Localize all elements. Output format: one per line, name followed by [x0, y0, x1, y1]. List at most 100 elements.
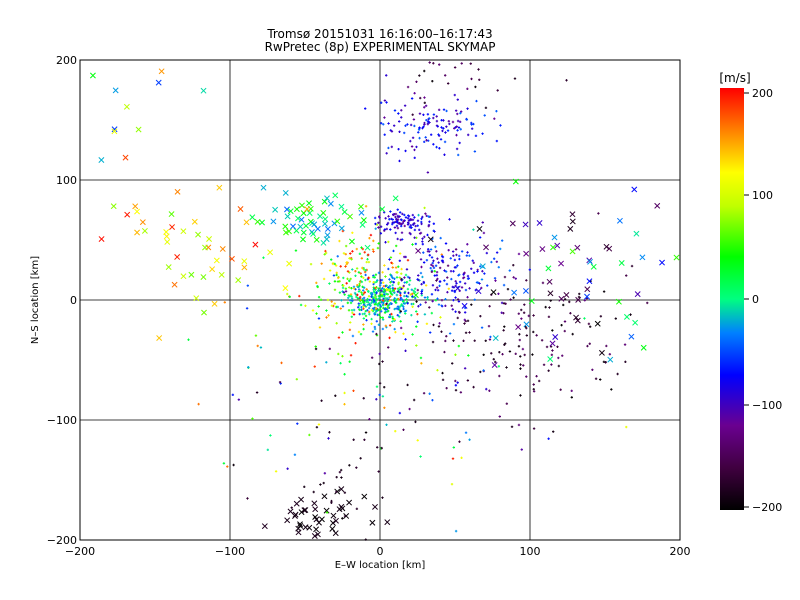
- scatter-point: [321, 493, 328, 500]
- scatter-point: [403, 131, 406, 135]
- y-tick-label: −200: [47, 534, 77, 547]
- scatter-point: [470, 127, 474, 130]
- scatter-point: [274, 470, 278, 473]
- scatter-point: [474, 85, 477, 89]
- scatter-point: [287, 208, 294, 215]
- scatter-point: [422, 261, 426, 264]
- scatter-point: [302, 524, 309, 531]
- scatter-point: [335, 475, 338, 479]
- scatter-point: [383, 307, 387, 311]
- scatter-point: [352, 389, 355, 392]
- scatter-point: [377, 308, 380, 312]
- scatter-point: [540, 339, 544, 342]
- scatter-point: [452, 339, 455, 342]
- scatter-point: [442, 108, 446, 111]
- scatter-point: [397, 112, 400, 115]
- scatter-point: [314, 531, 321, 538]
- x-tick-label: 0: [377, 545, 384, 558]
- scatter-point: [374, 286, 377, 290]
- scatter-point: [463, 322, 466, 325]
- scatter-point: [219, 246, 226, 252]
- scatter-point: [306, 200, 312, 207]
- scatter-point: [456, 298, 460, 301]
- scatter-point: [458, 257, 461, 261]
- scatter-point: [462, 273, 465, 276]
- scatter-point: [324, 226, 331, 232]
- scatter-point: [306, 210, 313, 217]
- scatter-point: [134, 229, 141, 236]
- scatter-point: [586, 344, 589, 348]
- scatter-point: [313, 236, 320, 243]
- scatter-point: [569, 218, 576, 225]
- scatter-point: [428, 392, 431, 395]
- scatter-point: [588, 342, 591, 345]
- scatter-point: [483, 244, 489, 251]
- scatter-point: [388, 218, 391, 221]
- scatter-point: [374, 273, 378, 276]
- scatter-point: [391, 320, 394, 323]
- scatter-point: [411, 243, 414, 246]
- scatter-point: [303, 485, 306, 489]
- scatter-point: [517, 252, 521, 256]
- scatter-point: [295, 215, 301, 222]
- scatter-point: [490, 289, 497, 296]
- scatter-point: [467, 354, 470, 357]
- scatter-point: [454, 310, 457, 313]
- scatter-point: [351, 250, 354, 253]
- scatter-point: [451, 362, 454, 365]
- scatter-point: [363, 438, 366, 441]
- scatter-point: [403, 281, 406, 284]
- scatter-point: [590, 263, 597, 270]
- scatter-point: [381, 395, 385, 398]
- scatter-point: [415, 325, 418, 328]
- scatter-point: [327, 437, 330, 440]
- scatter-point: [392, 281, 395, 284]
- scatter-point: [367, 306, 371, 310]
- scatter-point: [463, 318, 466, 322]
- scatter-point: [528, 298, 535, 304]
- scatter-point: [515, 324, 522, 331]
- scatter-point: [434, 245, 437, 249]
- scatter-point: [466, 251, 469, 254]
- scatter-point: [441, 129, 444, 133]
- scatter-point: [388, 314, 392, 318]
- scatter-point: [521, 347, 525, 351]
- scatter-point: [237, 398, 241, 401]
- x-axis-label: E–W location [km]: [335, 560, 426, 571]
- scatter-point: [364, 273, 367, 277]
- scatter-point: [429, 133, 433, 136]
- scatter-point: [359, 298, 362, 302]
- scatter-point: [437, 303, 441, 306]
- scatter-point: [512, 263, 515, 267]
- scatter-point: [547, 315, 551, 319]
- scatter-point: [313, 526, 320, 533]
- scatter-point: [444, 298, 447, 301]
- scatter-point: [394, 212, 398, 216]
- scatter-point: [431, 261, 434, 265]
- scatter-point: [364, 431, 368, 434]
- scatter-point: [625, 274, 628, 277]
- scatter-point: [492, 358, 495, 361]
- scatter-point: [438, 280, 442, 283]
- scatter-point: [400, 109, 403, 112]
- scatter-point: [440, 298, 444, 302]
- y-tick-label: 0: [70, 294, 77, 307]
- scatter-point: [469, 62, 472, 65]
- scatter-point: [452, 254, 455, 257]
- scatter-point: [542, 363, 546, 367]
- scatter-point: [373, 276, 376, 279]
- scatter-point: [454, 296, 457, 299]
- scatter-point: [605, 344, 608, 348]
- scatter-point: [428, 254, 431, 257]
- scatter-point: [325, 316, 328, 319]
- scatter-point: [366, 257, 369, 261]
- scatter-point: [386, 221, 390, 225]
- scatter-point: [397, 265, 400, 268]
- scatter-point: [471, 259, 474, 262]
- scatter-point: [472, 385, 475, 389]
- scatter-point: [571, 332, 574, 336]
- scatter-point: [439, 316, 442, 319]
- scatter-point: [344, 253, 348, 256]
- scatter-point: [381, 316, 384, 319]
- scatter-point: [171, 281, 178, 288]
